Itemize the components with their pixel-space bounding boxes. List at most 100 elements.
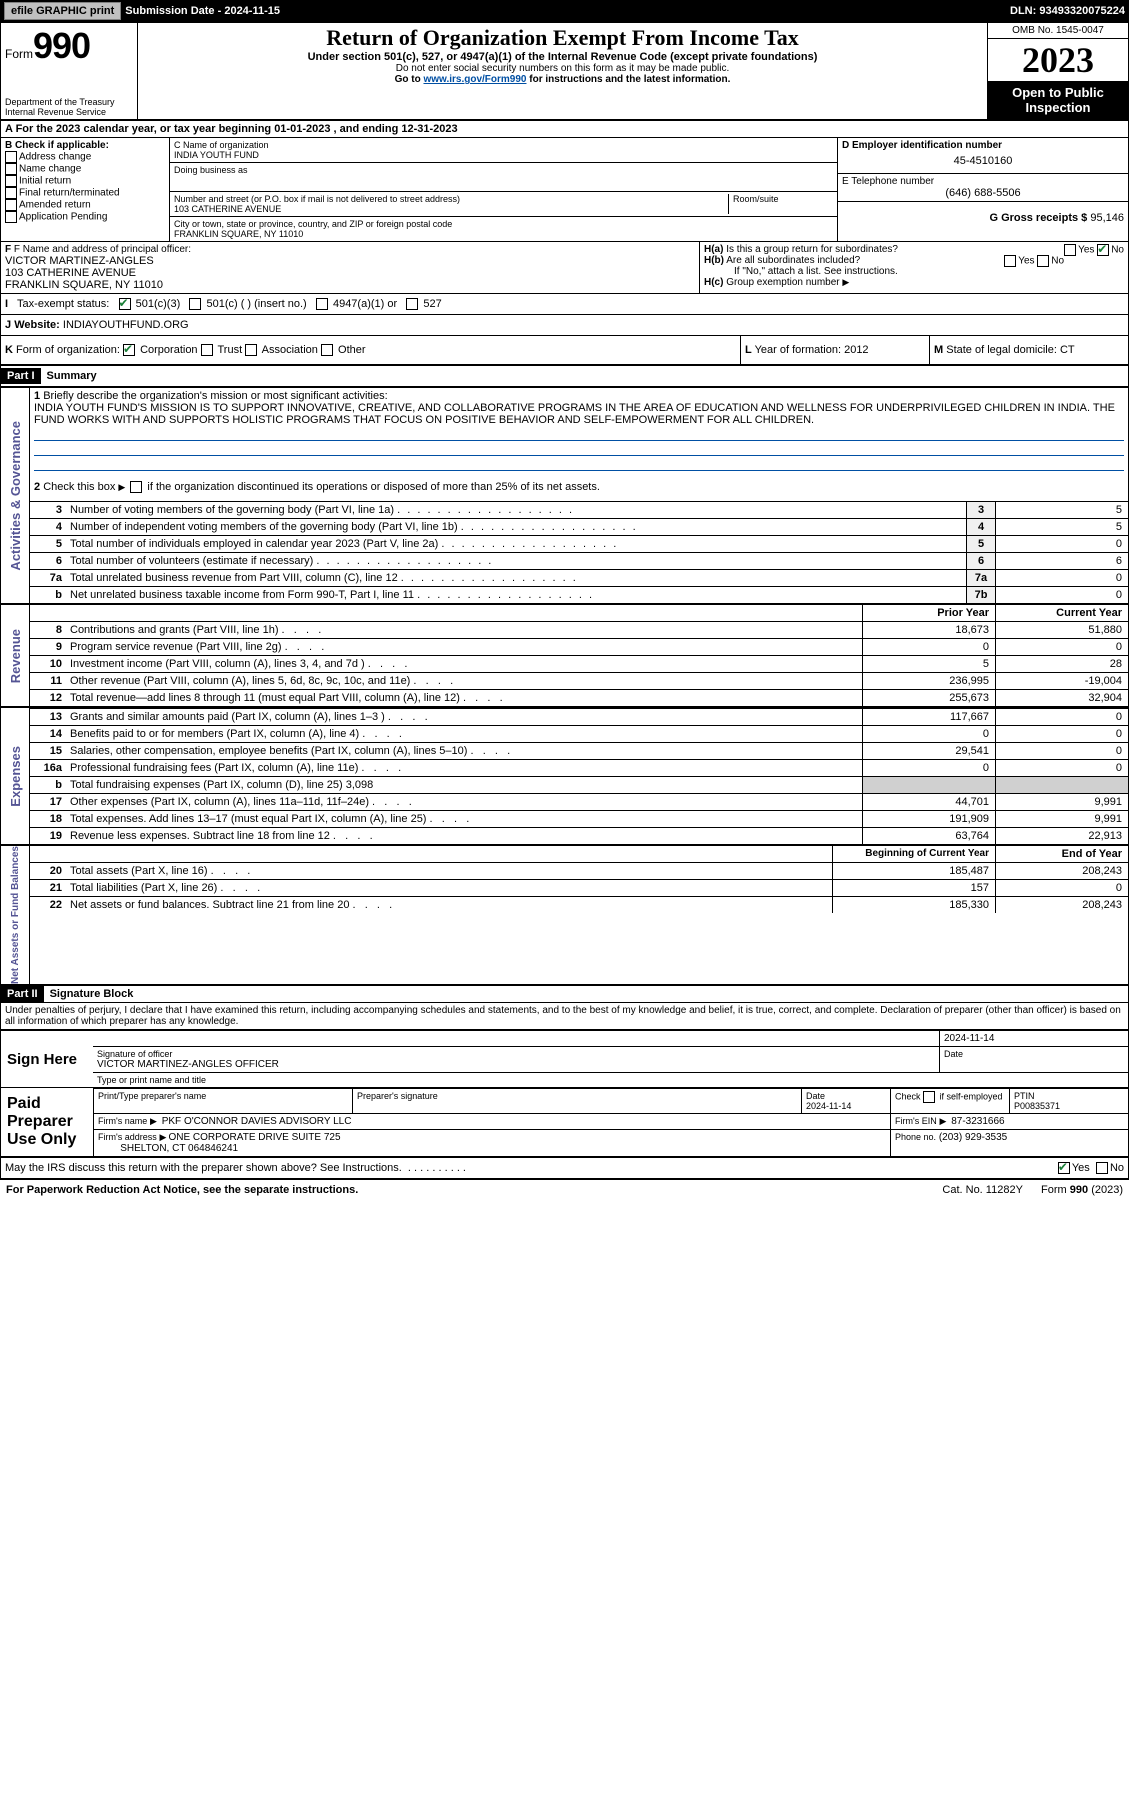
type-name-label: Type or print name and title: [93, 1073, 1128, 1088]
hb-row: H(b) Are all subordinates included? Yes …: [704, 255, 1124, 266]
instructions-note: Go to www.irs.gov/Form990 for instructio…: [142, 74, 983, 85]
table-row: 20Total assets (Part X, line 16) . . . .…: [30, 862, 1128, 879]
paid-prep-label: Paid Preparer Use Only: [1, 1088, 93, 1156]
cat-no: Cat. No. 11282Y: [942, 1184, 1022, 1196]
form-label: Form: [5, 47, 33, 61]
street-address: 103 CATHERINE AVENUE: [174, 204, 728, 214]
sign-here-label: Sign Here: [1, 1031, 93, 1087]
table-row: 18Total expenses. Add lines 13–17 (must …: [30, 810, 1128, 827]
sidebar-exp: Expenses: [8, 746, 23, 807]
col-prior: Prior Year: [862, 605, 995, 621]
dln: DLN: 93493320075224: [1010, 5, 1125, 17]
signature-block: Sign Here 2024-11-14 Signature of office…: [1, 1029, 1128, 1157]
omb-number: OMB No. 1545-0047: [988, 23, 1128, 39]
telephone: (646) 688-5506: [842, 187, 1124, 199]
check-address: Address change: [5, 151, 165, 163]
line-a: A For the 2023 calendar year, or tax yea…: [1, 120, 1128, 138]
table-row: 13Grants and similar amounts paid (Part …: [30, 708, 1128, 725]
part-i-header: Part ISummary: [1, 366, 1128, 386]
table-row: 3Number of voting members of the governi…: [30, 501, 1128, 518]
table-row: 19Revenue less expenses. Subtract line 1…: [30, 827, 1128, 844]
line1-label: Briefly describe the organization's miss…: [43, 390, 387, 402]
sidebar-rev: Revenue: [8, 629, 23, 683]
gross-receipts: 95,146: [1090, 212, 1124, 224]
section-f-h: F F Name and address of principal office…: [1, 242, 1128, 294]
table-row: 15Salaries, other compensation, employee…: [30, 742, 1128, 759]
table-row: 5Total number of individuals employed in…: [30, 535, 1128, 552]
firm-ein: 87-3231666: [951, 1116, 1004, 1127]
table-row: 11Other revenue (Part VIII, column (A), …: [30, 672, 1128, 689]
city-label: City or town, state or province, country…: [174, 219, 833, 229]
city-state-zip: FRANKLIN SQUARE, NY 11010: [174, 229, 833, 239]
line2-text: Check this box if the organization disco…: [43, 481, 600, 493]
table-row: 9Program service revenue (Part VIII, lin…: [30, 638, 1128, 655]
sig-officer-label: Signature of officer: [97, 1049, 935, 1059]
check-final: Final return/terminated: [5, 187, 165, 199]
discuss-yes[interactable]: [1058, 1162, 1070, 1174]
firm-addr1: ONE CORPORATE DRIVE SUITE 725: [168, 1132, 340, 1143]
check-initial: Initial return: [5, 175, 165, 187]
discuss-row: May the IRS discuss this return with the…: [1, 1157, 1128, 1178]
corp-check[interactable]: [123, 344, 135, 356]
efile-button[interactable]: efile GRAPHIC print: [4, 2, 121, 20]
year-formed: 2012: [844, 344, 868, 356]
website: INDIAYOUTHFUND.ORG: [63, 319, 189, 331]
domicile: CT: [1060, 344, 1075, 356]
revenue-section: Revenue Prior Year Current Year 8Contrib…: [1, 603, 1128, 706]
d-label: D Employer identification number: [842, 140, 1124, 151]
table-row: 8Contributions and grants (Part VIII, li…: [30, 621, 1128, 638]
date-label: Date: [940, 1047, 1129, 1073]
form-number: 990: [33, 25, 90, 66]
irs-link[interactable]: www.irs.gov/Form990: [423, 74, 526, 85]
table-row: 16aProfessional fundraising fees (Part I…: [30, 759, 1128, 776]
officer-addr2: FRANKLIN SQUARE, NY 11010: [5, 279, 695, 291]
part-ii-header: Part IISignature Block: [1, 986, 1128, 1002]
col-begin: Beginning of Current Year: [832, 846, 995, 862]
room-label: Room/suite: [733, 194, 833, 204]
form-title: Return of Organization Exempt From Incom…: [142, 25, 983, 51]
firm-phone: (203) 929-3535: [939, 1132, 1007, 1143]
org-name: INDIA YOUTH FUND: [174, 150, 833, 160]
ptin: P00835371: [1014, 1101, 1060, 1111]
irs: Internal Revenue Service: [5, 107, 133, 117]
form-subtitle: Under section 501(c), 527, or 4947(a)(1)…: [142, 51, 983, 63]
table-row: 22Net assets or fund balances. Subtract …: [30, 896, 1128, 913]
submission-label: Submission Date - 2024-11-15: [125, 5, 280, 17]
table-row: 4Number of independent voting members of…: [30, 518, 1128, 535]
ha-no-check[interactable]: [1097, 244, 1109, 256]
501c3-check[interactable]: [119, 298, 131, 310]
b-label: B Check if applicable:: [5, 140, 165, 151]
self-employed: Check if self-employed: [891, 1089, 1010, 1114]
table-row: 21Total liabilities (Part X, line 26) . …: [30, 879, 1128, 896]
tax-year: 2023: [988, 39, 1128, 81]
firm-addr2: SHELTON, CT 064846241: [120, 1143, 238, 1154]
check-pending: Application Pending: [5, 211, 165, 223]
section-i: I Tax-exempt status: 501(c)(3) 501(c) ( …: [1, 294, 1128, 315]
col-end: End of Year: [995, 846, 1128, 862]
sig-date: 2024-11-14: [940, 1031, 1129, 1047]
table-row: 7aTotal unrelated business revenue from …: [30, 569, 1128, 586]
activities-governance: Activities & Governance 1 Briefly descri…: [1, 386, 1128, 603]
hc-row: H(c) Group exemption number: [704, 277, 1124, 288]
dept-treasury: Department of the Treasury: [5, 97, 133, 107]
check-amended: Amended return: [5, 199, 165, 211]
section-j: J Website: INDIAYOUTHFUND.ORG: [1, 315, 1128, 336]
section-b-to-g: B Check if applicable: Address change Na…: [1, 138, 1128, 242]
paperwork-notice: For Paperwork Reduction Act Notice, see …: [6, 1184, 358, 1196]
mission-text: INDIA YOUTH FUND'S MISSION IS TO SUPPORT…: [34, 402, 1115, 426]
ein: 45-4510160: [842, 151, 1124, 171]
g-label: G Gross receipts $: [989, 212, 1090, 224]
prep-name-label: Print/Type preparer's name: [94, 1089, 353, 1114]
e-label: E Telephone number: [842, 176, 1124, 187]
sidebar-gov: Activities & Governance: [8, 421, 23, 571]
h-note: If "No," attach a list. See instructions…: [704, 266, 1124, 277]
table-row: 14Benefits paid to or for members (Part …: [30, 725, 1128, 742]
officer-name: VICTOR MARTINEZ-ANGLES: [5, 255, 695, 267]
table-row: 12Total revenue—add lines 8 through 11 (…: [30, 689, 1128, 706]
prep-sig-label: Preparer's signature: [353, 1089, 802, 1114]
table-row: bNet unrelated business taxable income f…: [30, 586, 1128, 603]
col-current: Current Year: [995, 605, 1128, 621]
sidebar-net: Net Assets or Fund Balances: [10, 846, 21, 984]
f-label: F Name and address of principal officer:: [14, 244, 191, 255]
sig-officer: VICTOR MARTINEZ-ANGLES OFFICER: [97, 1059, 935, 1070]
